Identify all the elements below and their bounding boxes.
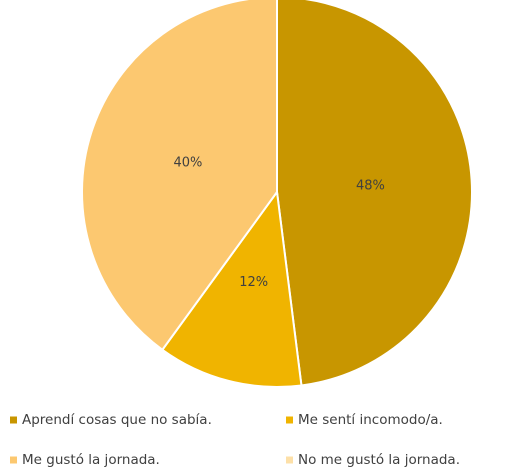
- pie-slice: [160, 189, 303, 388]
- legend-label: Aprendí cosas que no sabía.: [22, 412, 212, 428]
- legend-label: Me gustó la jornada.: [22, 452, 160, 468]
- data-label: 40%: [174, 156, 203, 171]
- legend-swatch: [10, 416, 17, 424]
- data-label: 12%: [239, 275, 268, 290]
- legend-swatch: [10, 456, 17, 464]
- pie-slice: [276, 0, 473, 387]
- pie-slice: [81, 0, 278, 352]
- legend-label: Me sentí incomodo/a.: [298, 412, 443, 428]
- legend-swatch: [286, 456, 293, 464]
- legend-label: No me gustó la jornada.: [298, 452, 460, 468]
- legend-swatch: [286, 416, 293, 424]
- data-label: 48%: [356, 179, 385, 194]
